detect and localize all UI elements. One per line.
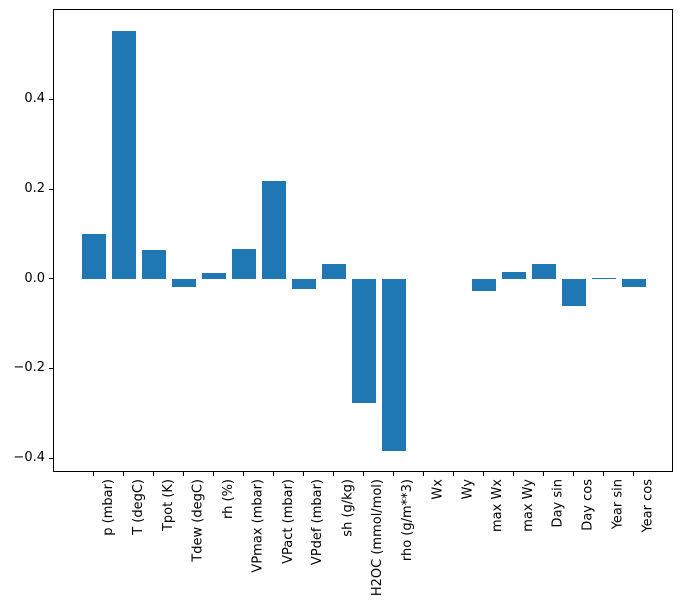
bar-rh (%) bbox=[202, 272, 227, 280]
x-tick-label-Year cos: Year cos bbox=[640, 479, 656, 533]
x-tick-mark bbox=[452, 472, 454, 476]
bar-VPdef (mbar) bbox=[292, 279, 316, 289]
x-tick-label-Year sin: Year sin bbox=[610, 479, 626, 530]
x-tick-label-VPmax (mbar): VPmax (mbar) bbox=[250, 479, 266, 573]
x-tick-label-rho (g/m**3): rho (g/m**3) bbox=[400, 479, 416, 562]
bar-sh (g/kg) bbox=[322, 264, 346, 280]
y-tick-mark bbox=[49, 278, 53, 280]
bar-VPmax (mbar) bbox=[232, 248, 257, 280]
x-tick-mark bbox=[632, 472, 634, 476]
bar-Day sin bbox=[531, 263, 556, 280]
y-tick-mark bbox=[49, 367, 53, 369]
x-tick-label-Tpot (K): Tpot (K) bbox=[160, 479, 176, 532]
x-tick-mark bbox=[243, 472, 245, 476]
x-tick-mark bbox=[153, 472, 155, 476]
y-tick-mark bbox=[49, 98, 53, 100]
x-tick-mark bbox=[123, 472, 125, 476]
x-tick-mark bbox=[333, 472, 334, 476]
x-tick-mark bbox=[183, 472, 185, 476]
x-tick-mark bbox=[303, 472, 304, 476]
bar-VPact (mbar) bbox=[262, 180, 287, 280]
x-tick-label-VPact (mbar): VPact (mbar) bbox=[280, 479, 296, 564]
bar-max Wx bbox=[471, 279, 496, 291]
x-tick-label-max Wx: max Wx bbox=[490, 479, 506, 533]
bar-Tdew (degC) bbox=[172, 279, 197, 287]
y-tick-label: 0.0 bbox=[24, 270, 45, 286]
bar-T (degC) bbox=[112, 30, 137, 280]
x-tick-mark bbox=[512, 472, 514, 476]
x-tick-label-Tdew (degC): Tdew (degC) bbox=[190, 479, 206, 562]
y-tick-mark bbox=[49, 457, 53, 459]
y-tick-label: 0.2 bbox=[24, 181, 45, 196]
x-tick-label-rh (%): rh (%) bbox=[220, 479, 236, 519]
x-tick-label-sh (g/kg): sh (g/kg) bbox=[340, 479, 356, 537]
x-tick-label-VPdef (mbar): VPdef (mbar) bbox=[310, 479, 326, 566]
x-tick-mark bbox=[423, 472, 424, 476]
bar-Tpot (K) bbox=[142, 249, 167, 280]
bar-Year sin bbox=[591, 278, 616, 280]
x-tick-mark bbox=[273, 472, 275, 476]
x-tick-mark bbox=[213, 472, 215, 476]
y-tick-label: −0.2 bbox=[13, 360, 45, 376]
x-tick-label-Day sin: Day sin bbox=[550, 479, 566, 528]
x-tick-mark bbox=[363, 472, 364, 476]
x-tick-label-p (mbar): p (mbar) bbox=[100, 479, 116, 536]
y-tick-mark bbox=[49, 188, 53, 190]
bar-H2OC (mmol/mol) bbox=[352, 279, 376, 404]
x-tick-label-Wy: Wy bbox=[460, 479, 476, 500]
bar-Year cos bbox=[621, 279, 646, 288]
bar-rho (g/m**3) bbox=[382, 279, 406, 452]
x-tick-label-Wx: Wx bbox=[430, 479, 446, 500]
y-tick-label: 0.4 bbox=[24, 91, 45, 107]
x-tick-mark bbox=[542, 472, 544, 476]
x-tick-mark bbox=[602, 472, 604, 476]
x-tick-label-Day cos: Day cos bbox=[580, 479, 596, 531]
x-tick-mark bbox=[93, 472, 95, 476]
bar-p (mbar) bbox=[82, 234, 107, 280]
x-tick-label-T (degC): T (degC) bbox=[130, 479, 146, 535]
x-tick-mark bbox=[393, 472, 394, 476]
x-tick-label-max Wy: max Wy bbox=[520, 479, 536, 532]
bar-Day cos bbox=[561, 279, 586, 307]
x-tick-label-H2OC (mmol/mol): H2OC (mmol/mol) bbox=[370, 479, 386, 597]
plot-area bbox=[53, 9, 673, 472]
bar-max Wy bbox=[501, 271, 526, 280]
x-tick-mark bbox=[572, 472, 574, 476]
y-tick-label: −0.4 bbox=[13, 450, 45, 466]
x-tick-mark bbox=[482, 472, 484, 476]
